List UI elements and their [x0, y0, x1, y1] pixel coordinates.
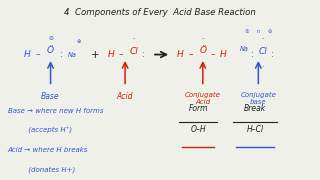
Text: :: : [142, 50, 145, 59]
Text: +: + [91, 50, 99, 60]
Text: Base: Base [41, 92, 60, 101]
Text: (donates H+): (donates H+) [8, 166, 75, 173]
Text: Ö: Ö [47, 46, 54, 55]
Text: ①: ① [245, 29, 250, 34]
Text: :: : [60, 50, 63, 59]
Text: Cl: Cl [130, 46, 138, 55]
Text: Acid → where H breaks: Acid → where H breaks [8, 147, 88, 153]
Text: Ö: Ö [199, 46, 206, 55]
Text: ··: ·· [261, 36, 265, 41]
Text: :: : [271, 50, 274, 59]
Text: –: – [211, 50, 216, 59]
Text: ··: ·· [132, 36, 136, 41]
Text: ··: ·· [201, 36, 205, 41]
Text: :: : [251, 50, 253, 59]
Text: Na: Na [68, 51, 77, 58]
Text: ⊖: ⊖ [267, 29, 272, 34]
Text: H: H [108, 50, 114, 59]
Text: Conjugate
base: Conjugate base [240, 92, 276, 105]
Text: –: – [188, 50, 193, 59]
Text: H–Cl: H–Cl [247, 125, 264, 134]
Text: Na: Na [240, 46, 249, 52]
Text: Cl: Cl [259, 46, 268, 55]
Text: H: H [220, 50, 226, 59]
Text: ··: ·· [261, 64, 265, 69]
Text: Acid: Acid [117, 92, 133, 101]
Text: –: – [119, 50, 124, 59]
Text: n: n [257, 29, 260, 34]
Text: Conjugate
Acid: Conjugate Acid [185, 92, 221, 105]
Text: ⊕: ⊕ [77, 39, 81, 44]
Text: ··: ·· [201, 64, 205, 69]
Text: ⊖: ⊖ [48, 36, 53, 41]
Text: 4  Components of Every  Acid Base Reaction: 4 Components of Every Acid Base Reaction [64, 8, 256, 17]
Text: H: H [177, 50, 184, 59]
Text: O–H: O–H [190, 125, 206, 134]
Text: (accepts H⁺): (accepts H⁺) [8, 127, 72, 134]
Text: H: H [23, 50, 30, 59]
Text: Break: Break [244, 104, 266, 113]
Text: Form: Form [188, 104, 208, 113]
Text: Base → where new H forms: Base → where new H forms [8, 108, 103, 114]
Text: –: – [36, 50, 40, 59]
